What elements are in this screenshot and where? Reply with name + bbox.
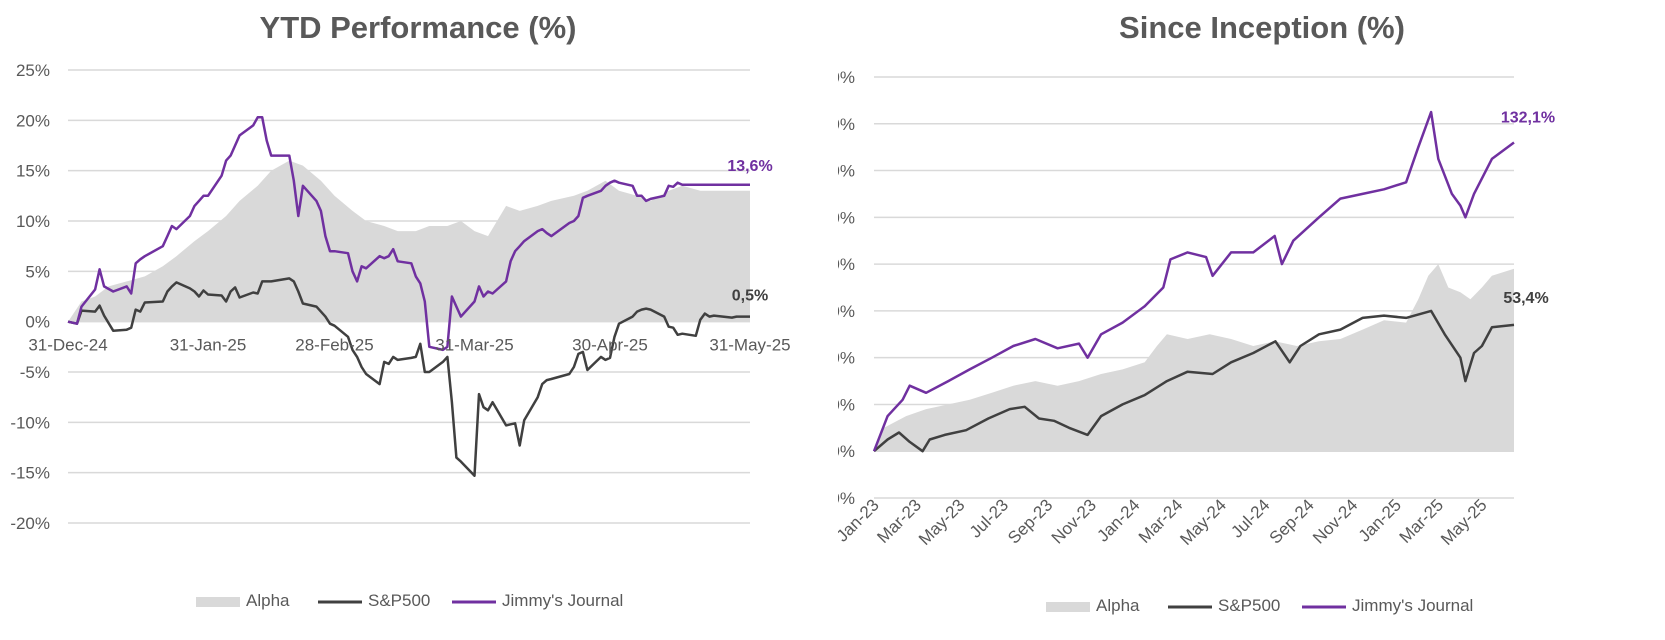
- since-inception-end-label-sp500: 53,4%: [1503, 290, 1548, 307]
- ytd-legend-journal-label: Jimmy's Journal: [502, 591, 623, 610]
- since-inception-x-tick-label: Jan-24: [1093, 495, 1143, 545]
- since-inception-series-group: [872, 110, 1515, 453]
- since-inception-x-tick-label: May-24: [1176, 495, 1230, 549]
- ytd-sp500-line: [67, 277, 750, 477]
- since-inception-y-tick-label: 20%: [838, 395, 855, 414]
- ytd-x-tick-label: 31-Dec-24: [28, 336, 107, 355]
- ytd-end-label-journal: 13,6%: [727, 158, 772, 175]
- ytd-x-tick-label: 28-Feb-25: [295, 336, 373, 355]
- since-inception-y-tick-label: 160%: [838, 68, 855, 87]
- ytd-alpha-area: [68, 160, 750, 322]
- since-inception-alpha-area: [874, 264, 1514, 452]
- ytd-legend-alpha-swatch: [196, 597, 240, 607]
- ytd-y-tick-label: 20%: [16, 111, 50, 130]
- since-inception-x-tick-label: Sep-24: [1266, 495, 1318, 547]
- ytd-y-tick-label: -10%: [10, 413, 50, 432]
- ytd-legend: Alpha S&P500 Jimmy's Journal: [196, 591, 623, 610]
- since-inception-x-tick-label: Mar-24: [1135, 495, 1187, 547]
- since-inception-y-tick-label: 100%: [838, 208, 855, 227]
- since-inception-y-tick-label: 120%: [838, 162, 855, 181]
- ytd-y-tick-label: 10%: [16, 212, 50, 231]
- ytd-chart-svg: YTD Performance (%) 25% 20% 15% 10% 5% 0% -5% -…: [10, 10, 790, 610]
- since-inception-journal-line: [872, 110, 1515, 452]
- since-inception-x-tick-label: Mar-23: [873, 495, 925, 547]
- ytd-chart-title: YTD Performance (%): [260, 10, 577, 45]
- since-inception-x-tick-label: Mar-25: [1396, 495, 1448, 547]
- since-inception-x-tick-label: Nov-24: [1309, 495, 1361, 547]
- ytd-legend-alpha-label: Alpha: [246, 591, 290, 610]
- since-inception-x-tick-label: Nov-23: [1048, 495, 1100, 547]
- since-inception-legend-journal-label: Jimmy's Journal: [1352, 596, 1473, 615]
- since-inception-end-label-journal: 132,1%: [1501, 109, 1555, 126]
- since-inception-y-ticks: 160% 140% 120% 100% 80% 60% 40% 20% 0% -20%: [838, 68, 855, 508]
- since-inception-x-tick-label: Jan-25: [1355, 495, 1405, 545]
- since-inception-sp500-line: [873, 309, 1515, 453]
- since-inception-x-tick-label: Sep-23: [1004, 495, 1056, 547]
- since-inception-legend-alpha-swatch: [1046, 602, 1090, 612]
- ytd-x-ticks: 31-Dec-24 31-Jan-25 28-Feb-25 31-Mar-25 30-A…: [28, 336, 790, 355]
- ytd-y-tick-label: -20%: [10, 514, 50, 533]
- since-inception-legend-alpha-label: Alpha: [1096, 596, 1140, 615]
- ytd-y-tick-label: -5%: [20, 363, 50, 382]
- since-inception-chart-title: Since Inception (%): [1119, 10, 1405, 45]
- ytd-y-tick-label: -15%: [10, 464, 50, 483]
- since-inception-legend: Alpha S&P500 Jimmy's Journal: [1046, 596, 1473, 615]
- since-inception-legend-sp500-label: S&P500: [1218, 596, 1280, 615]
- chart-panel-ytd: YTD Performance (%) 25% 20% 15% 10% 5% 0% -5% -…: [0, 0, 822, 640]
- since-inception-x-ticks: Jan-23Mar-23May-23Jul-23Sep-23Nov-23Jan-…: [838, 495, 1491, 549]
- since-inception-chart-svg: Since Inception (%) 160% 140% 120% 100% 80% 6…: [838, 10, 1555, 615]
- ytd-y-ticks: 25% 20% 15% 10% 5% 0% -5% -10% -15% -20%: [10, 61, 50, 533]
- ytd-journal-line: [67, 116, 750, 352]
- since-inception-y-tick-label: 40%: [838, 349, 855, 368]
- ytd-y-tick-label: 5%: [25, 262, 50, 281]
- since-inception-x-tick-label: May-23: [915, 495, 969, 549]
- ytd-x-tick-label: 31-Mar-25: [435, 336, 513, 355]
- since-inception-y-tick-label: -20%: [838, 489, 855, 508]
- ytd-legend-sp500-label: S&P500: [368, 591, 430, 610]
- ytd-x-tick-label: 30-Apr-25: [572, 336, 648, 355]
- ytd-y-tick-label: 0%: [25, 313, 50, 332]
- ytd-y-tick-label: 25%: [16, 61, 50, 80]
- since-inception-y-tick-label: 140%: [838, 115, 855, 134]
- since-inception-y-tick-label: 80%: [838, 255, 855, 274]
- ytd-x-tick-label: 31-Jan-25: [170, 336, 247, 355]
- ytd-end-label-sp500: 0,5%: [732, 288, 768, 305]
- ytd-series-group: [67, 116, 750, 477]
- chart-panel-since-inception: Since Inception (%) 160% 140% 120% 100% 80% 6…: [838, 0, 1665, 640]
- ytd-y-tick-label: 15%: [16, 162, 50, 181]
- since-inception-x-tick-label: May-25: [1437, 495, 1491, 549]
- ytd-x-tick-label: 31-May-25: [709, 336, 790, 355]
- since-inception-y-tick-label: 0%: [838, 442, 855, 461]
- since-inception-y-tick-label: 60%: [838, 302, 855, 321]
